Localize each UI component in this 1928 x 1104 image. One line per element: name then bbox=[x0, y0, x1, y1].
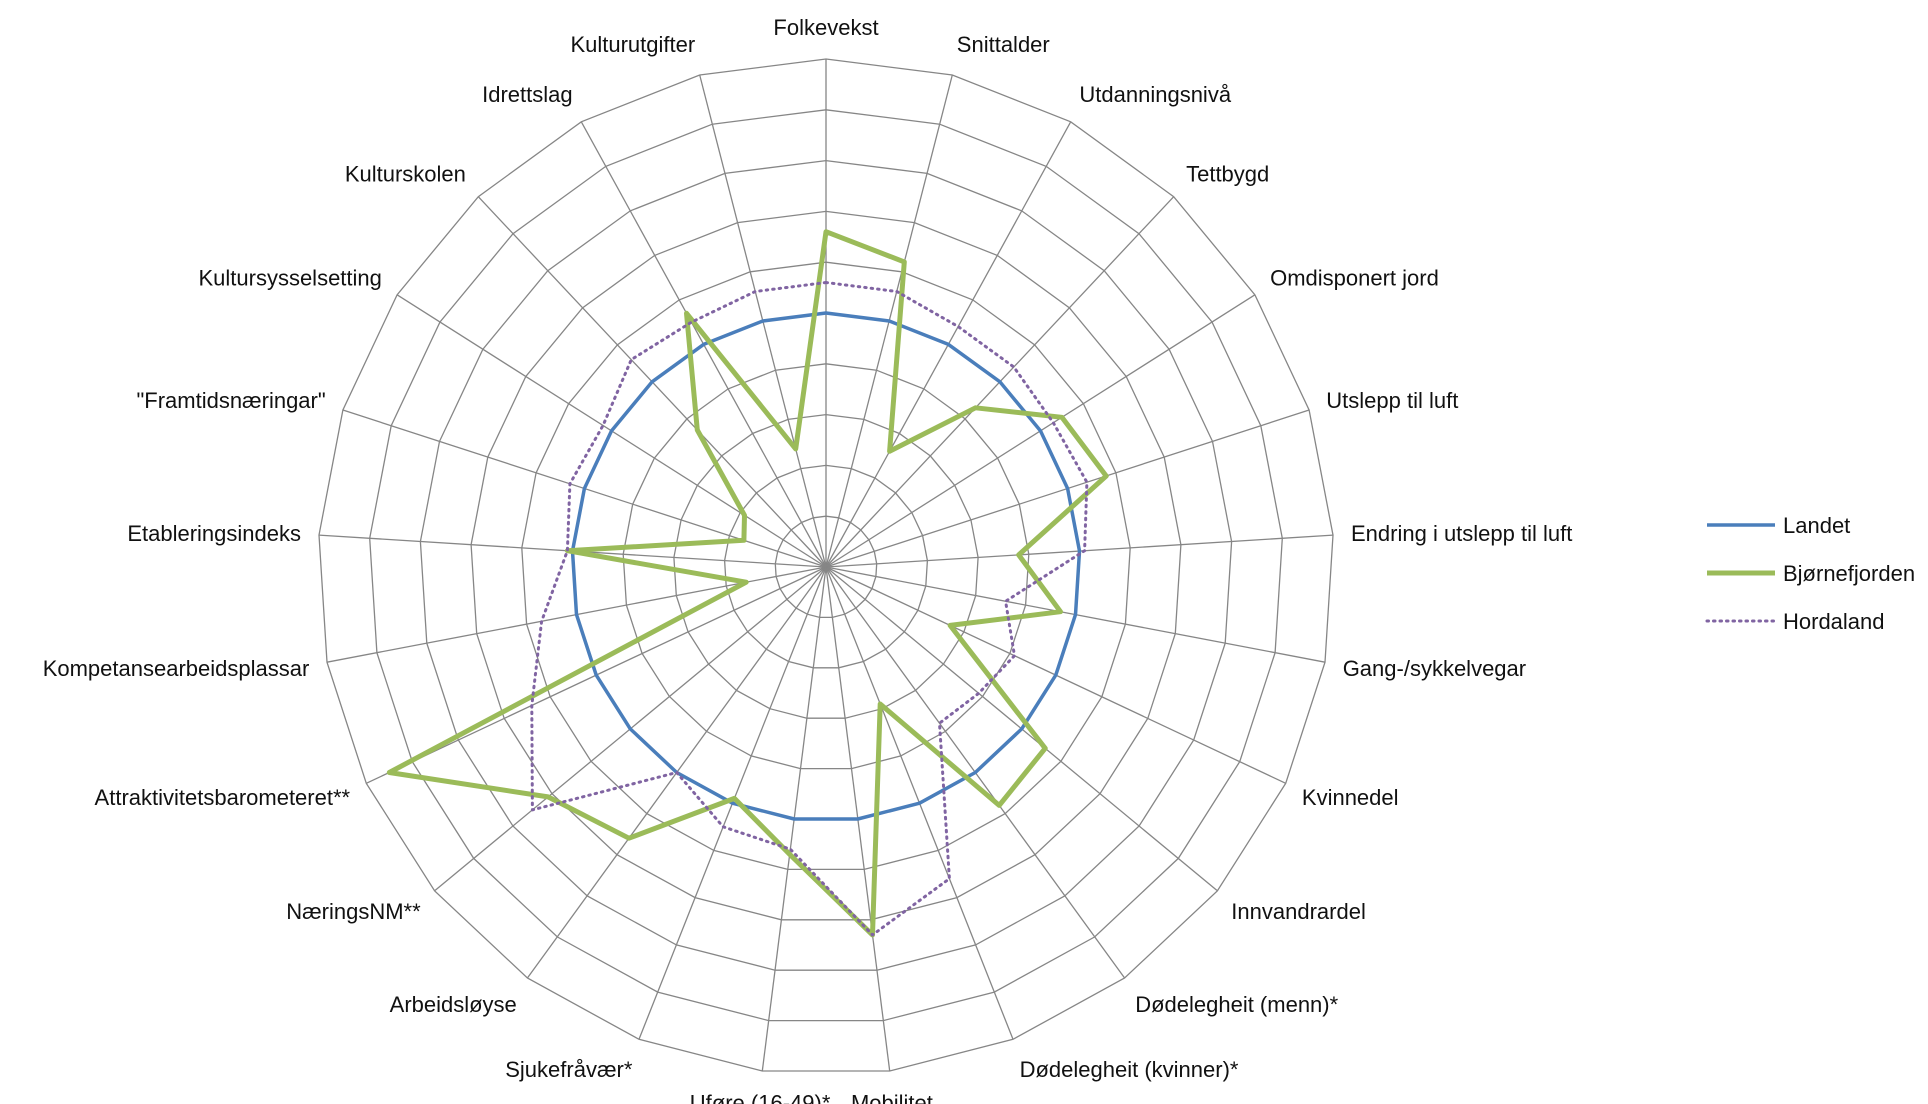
category-label: Dødelegheit (menn)* bbox=[1135, 992, 1338, 1017]
legend-label-3: Hordaland bbox=[1783, 609, 1885, 634]
grid-ring-3 bbox=[673, 413, 979, 719]
category-label: Idrettslag bbox=[482, 82, 573, 107]
category-label: Uføre (16-49)* bbox=[690, 1091, 831, 1104]
category-label: Dødelegheit (kvinner)* bbox=[1020, 1057, 1239, 1082]
grid-ring-1 bbox=[774, 515, 878, 619]
legend: Landet Bjørnefjorden Hordaland bbox=[1705, 513, 1915, 634]
grid-ring-2 bbox=[723, 464, 929, 669]
category-labels: Folkevekst Snittalder Utdanningsnivå Tettby… bbox=[43, 15, 1573, 1104]
category-label: Gang-/sykkelvegar bbox=[1343, 656, 1526, 681]
category-label: Kulturutgifter bbox=[570, 32, 695, 57]
category-label: Kulturskolen bbox=[345, 161, 466, 186]
category-label: Etableringsindeks bbox=[127, 521, 301, 546]
category-label: "Framtidsnæringar" bbox=[136, 388, 325, 413]
category-label: NæringsNM** bbox=[286, 899, 421, 924]
category-label: Sjukefråvær* bbox=[505, 1057, 633, 1082]
category-label: Utdanningsnivå bbox=[1079, 82, 1231, 107]
category-label: Omdisponert jord bbox=[1270, 266, 1439, 291]
grid-ring-7 bbox=[470, 210, 1182, 921]
legend-label-1: Landet bbox=[1783, 513, 1850, 538]
series-line-2 bbox=[386, 229, 1109, 938]
category-label: Folkevekst bbox=[773, 15, 878, 40]
category-label: Kvinnedel bbox=[1302, 785, 1399, 810]
series-line-1 bbox=[570, 311, 1082, 821]
category-label: Arbeidsløyse bbox=[390, 992, 517, 1017]
category-label: Endring i utslepp til luft bbox=[1351, 521, 1572, 546]
grid-ring-8 bbox=[419, 159, 1233, 971]
category-label: Snittalder bbox=[957, 32, 1050, 57]
legend-label-2: Bjørnefjorden bbox=[1783, 561, 1915, 586]
category-label: Mobilitet bbox=[851, 1091, 933, 1104]
category-label: Kompetansearbeidsplassar bbox=[43, 656, 310, 681]
category-label: Innvandrardel bbox=[1231, 899, 1366, 924]
category-label: Kultursysselsetting bbox=[198, 266, 381, 291]
grid-ring-10 bbox=[318, 58, 1334, 1072]
category-label: Tettbygd bbox=[1186, 161, 1269, 186]
series-line-3 bbox=[530, 281, 1089, 937]
grid-ring-9 bbox=[369, 109, 1283, 1022]
category-label: Attraktivitetsbarometeret** bbox=[95, 785, 351, 810]
grid-ring-4 bbox=[622, 363, 1030, 770]
category-label: Utslepp til luft bbox=[1326, 388, 1458, 413]
radar-series bbox=[386, 229, 1109, 938]
grid-ring-6 bbox=[521, 261, 1131, 871]
